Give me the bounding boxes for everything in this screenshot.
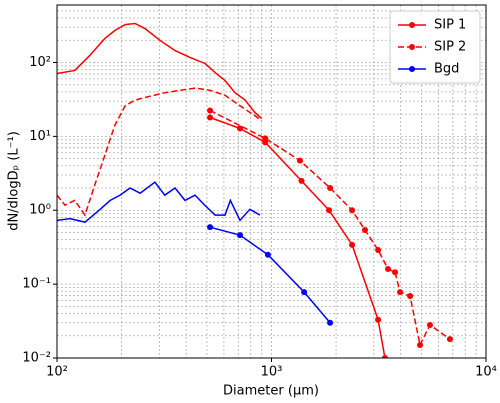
legend-label: Bgd <box>434 62 459 77</box>
legend-marker <box>409 44 415 50</box>
marker <box>375 246 382 253</box>
legend-label: SIP 1 <box>434 18 466 33</box>
legend-marker <box>409 66 415 72</box>
series-line <box>57 87 263 217</box>
marker <box>207 224 214 231</box>
x-tick-label: 10³ <box>261 365 283 380</box>
marker <box>392 269 399 276</box>
marker <box>236 125 243 132</box>
marker <box>301 289 308 296</box>
x-tick-label: 10⁴ <box>475 365 497 380</box>
marker <box>375 316 382 323</box>
series-line <box>209 116 386 358</box>
marker <box>327 319 334 326</box>
marker <box>262 135 269 142</box>
y-tick-label: 10¹ <box>29 129 51 144</box>
y-tick-label: 10⁻¹ <box>22 277 51 292</box>
marker <box>426 321 433 328</box>
marker <box>297 157 304 164</box>
legend-box <box>389 10 481 84</box>
y-axis-label: dN/dlogDₚ (L⁻¹) <box>7 131 22 231</box>
marker <box>349 241 356 248</box>
marker <box>407 293 414 300</box>
marker <box>446 336 453 343</box>
marker <box>207 114 214 121</box>
series-line <box>209 109 451 348</box>
x-tick-label: 10² <box>46 365 68 380</box>
series-line <box>57 181 261 223</box>
marker <box>397 289 404 296</box>
marker <box>264 251 271 258</box>
marker <box>327 185 334 192</box>
x-axis-label: Diameter (µm) <box>223 384 319 399</box>
series-line <box>57 22 263 119</box>
series-line <box>209 226 331 324</box>
y-tick-label: 10⁰ <box>29 203 51 218</box>
y-tick-label: 10⁻² <box>22 351 51 366</box>
marker <box>385 266 392 273</box>
marker <box>417 341 424 348</box>
marker <box>207 107 214 114</box>
y-tick-label: 10² <box>29 55 51 70</box>
marker <box>236 232 243 239</box>
marker <box>361 227 368 234</box>
marker <box>381 355 388 358</box>
plot-area <box>57 22 453 358</box>
legend-label: SIP 2 <box>434 40 466 55</box>
plot-frame <box>56 4 487 359</box>
marker <box>326 207 333 214</box>
marker <box>298 177 305 184</box>
legend-marker <box>409 22 415 28</box>
marker <box>349 207 356 214</box>
